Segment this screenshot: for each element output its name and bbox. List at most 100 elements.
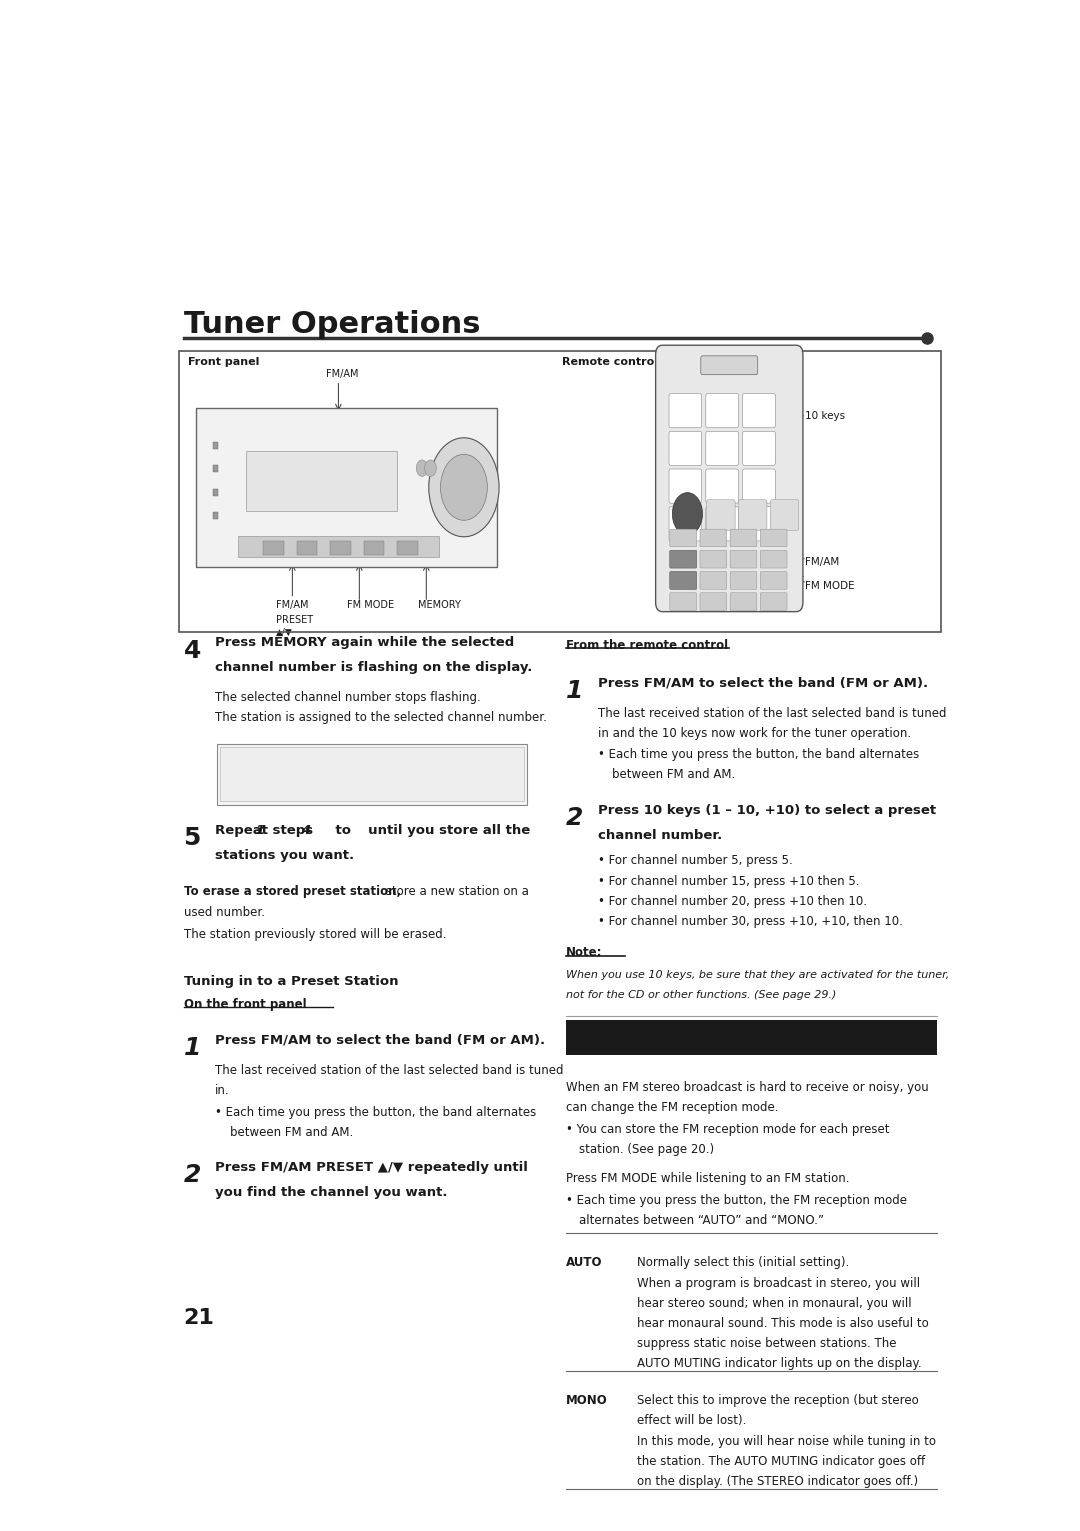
Text: When a program is broadcast in stereo, you will: When a program is broadcast in stereo, y…	[637, 1277, 920, 1289]
Circle shape	[441, 455, 487, 521]
Text: 1: 1	[256, 824, 265, 837]
Text: 7: 7	[680, 482, 686, 491]
FancyBboxPatch shape	[743, 432, 775, 465]
FancyBboxPatch shape	[706, 507, 739, 540]
Text: suppress static noise between stations. The: suppress static noise between stations. …	[637, 1337, 896, 1350]
Text: MEMORY: MEMORY	[418, 600, 461, 609]
Text: TUNED  STEREO  AUTOMUTING: TUNED STEREO AUTOMUTING	[293, 750, 390, 756]
FancyBboxPatch shape	[706, 499, 735, 530]
Text: From the remote control: From the remote control	[566, 638, 728, 652]
FancyBboxPatch shape	[706, 432, 739, 465]
Text: • For channel number 15, press +10 then 5.: • For channel number 15, press +10 then …	[598, 874, 860, 888]
Text: 9: 9	[754, 482, 759, 491]
FancyBboxPatch shape	[743, 393, 775, 427]
Text: FM MODE: FM MODE	[805, 580, 854, 591]
FancyBboxPatch shape	[700, 550, 727, 568]
FancyBboxPatch shape	[760, 592, 787, 611]
Text: 2: 2	[566, 807, 583, 830]
Text: station. (See page 20.): station. (See page 20.)	[579, 1144, 714, 1156]
FancyBboxPatch shape	[760, 530, 787, 547]
Text: Select this to improve the reception (but stereo: Select this to improve the reception (bu…	[637, 1395, 919, 1407]
Text: not for the CD or other functions. (See page 29.): not for the CD or other functions. (See …	[566, 991, 836, 1000]
Circle shape	[673, 493, 702, 534]
Text: channel number is flashing on the display.: channel number is flashing on the displa…	[215, 661, 532, 674]
Text: The last received station of the last selected band is tuned: The last received station of the last se…	[215, 1064, 564, 1078]
Text: 2: 2	[184, 1164, 201, 1188]
Bar	[264, 540, 284, 556]
Text: 1: 1	[184, 1036, 201, 1059]
Text: • Each time you press the button, the band alternates: • Each time you press the button, the ba…	[598, 749, 919, 761]
Text: +10: +10	[748, 521, 765, 530]
Text: 10 keys: 10 keys	[805, 412, 845, 421]
Bar	[213, 465, 218, 472]
Text: Selecting the FM Reception Mode: Selecting the FM Reception Mode	[576, 1027, 854, 1041]
Text: Tuning in to a Preset Station: Tuning in to a Preset Station	[184, 975, 399, 987]
Bar	[197, 407, 498, 566]
Text: effect will be lost).: effect will be lost).	[637, 1415, 746, 1427]
Text: AUTO MUTING indicator lights up on the display.: AUTO MUTING indicator lights up on the d…	[637, 1356, 922, 1370]
FancyBboxPatch shape	[730, 571, 757, 589]
Bar	[297, 540, 318, 556]
Text: 4: 4	[300, 824, 310, 837]
FancyBboxPatch shape	[706, 393, 739, 427]
Text: PRESET: PRESET	[275, 615, 313, 625]
Bar	[364, 540, 384, 556]
Text: in.: in.	[215, 1084, 230, 1098]
Text: In this mode, you will hear noise while tuning in to: In this mode, you will hear noise while …	[637, 1435, 936, 1447]
Bar	[238, 536, 438, 557]
Text: you find the channel you want.: you find the channel you want.	[215, 1187, 448, 1199]
Text: When an FM stereo broadcast is hard to receive or noisy, you: When an FM stereo broadcast is hard to r…	[566, 1081, 929, 1093]
Text: 10: 10	[675, 521, 685, 530]
Text: FM/AM: FM/AM	[326, 369, 359, 378]
Text: When you use 10 keys, be sure that they are activated for the tuner,: When you use 10 keys, be sure that they …	[566, 971, 949, 980]
Text: Press MEMORY again while the selected: Press MEMORY again while the selected	[215, 637, 514, 649]
Circle shape	[429, 438, 499, 537]
Text: hear monaural sound. This mode is also useful to: hear monaural sound. This mode is also u…	[637, 1317, 929, 1329]
Text: To erase a stored preset station,: To erase a stored preset station,	[184, 885, 401, 899]
Text: The station previously stored will be erased.: The station previously stored will be er…	[184, 928, 446, 940]
Text: alternates between “AUTO” and “MONO.”: alternates between “AUTO” and “MONO.”	[579, 1214, 824, 1226]
Text: between FM and AM.: between FM and AM.	[612, 769, 735, 781]
FancyBboxPatch shape	[730, 550, 757, 568]
Text: Normally select this (initial setting).: Normally select this (initial setting).	[637, 1257, 850, 1269]
Bar	[217, 744, 527, 805]
Text: JVC: JVC	[200, 416, 215, 426]
FancyBboxPatch shape	[670, 571, 697, 589]
Text: VOLUME: VOLUME	[443, 750, 469, 756]
FancyBboxPatch shape	[760, 571, 787, 589]
Circle shape	[416, 459, 428, 476]
Text: on the display. (The STEREO indicator goes off.): on the display. (The STEREO indicator go…	[637, 1474, 918, 1488]
Text: Tuner Operations: Tuner Operations	[184, 309, 480, 338]
Text: the station. The AUTO MUTING indicator goes off: the station. The AUTO MUTING indicator g…	[637, 1454, 926, 1468]
Text: Press FM/AM PRESET ▲/▼ repeatedly until: Press FM/AM PRESET ▲/▼ repeatedly until	[215, 1160, 528, 1174]
FancyBboxPatch shape	[670, 550, 697, 568]
Text: 3: 3	[259, 759, 273, 779]
FancyBboxPatch shape	[656, 344, 802, 612]
Text: On the front panel: On the front panel	[184, 998, 306, 1012]
FancyBboxPatch shape	[670, 550, 697, 568]
Bar	[213, 441, 218, 449]
Text: ▲/▼: ▲/▼	[275, 628, 293, 637]
FancyBboxPatch shape	[670, 571, 697, 589]
FancyBboxPatch shape	[669, 432, 702, 465]
Text: Remote control: Remote control	[562, 357, 658, 367]
Text: Note:: Note:	[566, 946, 603, 960]
Text: 3: 3	[754, 407, 759, 416]
Bar	[213, 488, 218, 496]
Text: Press FM MODE while listening to an FM station.: Press FM MODE while listening to an FM s…	[566, 1171, 850, 1185]
Text: Press FM/AM to select the band (FM or AM).: Press FM/AM to select the band (FM or AM…	[215, 1033, 545, 1047]
Text: • For channel number 20, press +10 then 10.: • For channel number 20, press +10 then …	[598, 894, 867, 908]
Text: • You can store the FM reception mode for each preset: • You can store the FM reception mode fo…	[566, 1124, 890, 1136]
Text: FM/AM: FM/AM	[805, 557, 839, 568]
Bar	[246, 450, 397, 511]
Bar	[219, 747, 524, 801]
Text: MONO: MONO	[566, 1395, 608, 1407]
FancyBboxPatch shape	[669, 468, 702, 504]
Text: 5: 5	[184, 827, 201, 850]
Text: • Each time you press the button, the FM reception mode: • Each time you press the button, the FM…	[566, 1194, 907, 1206]
Text: B750MHZ20: B750MHZ20	[300, 759, 438, 779]
Text: 5: 5	[717, 444, 723, 453]
Text: CH: CH	[226, 779, 237, 788]
Text: 8: 8	[717, 482, 723, 491]
Text: The last received station of the last selected band is tuned: The last received station of the last se…	[598, 707, 946, 720]
